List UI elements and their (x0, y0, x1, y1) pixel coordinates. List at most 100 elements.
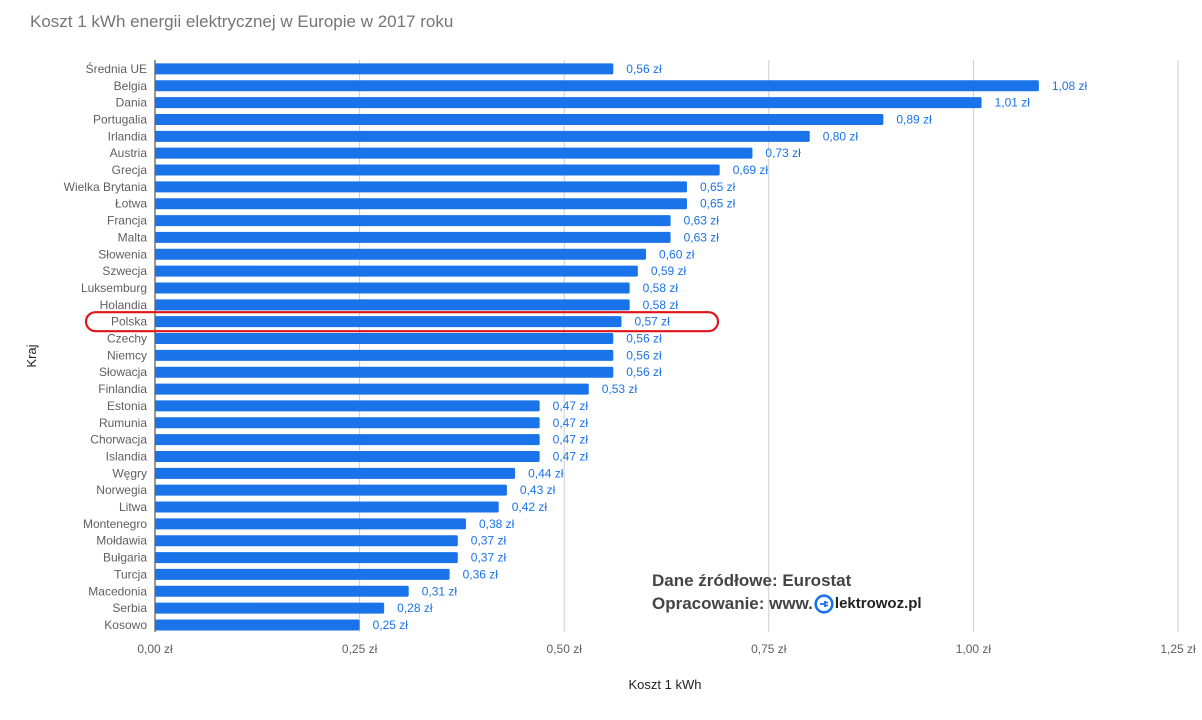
bar (155, 248, 647, 260)
data-label: 0,28 zł (397, 601, 433, 615)
brand-name: lektrowoz.pl (834, 595, 922, 612)
x-tick-label: 0,00 zł (137, 642, 173, 656)
x-tick-label: 0,50 zł (547, 642, 583, 656)
category-label: Średnia UE (86, 61, 147, 76)
bar (155, 97, 982, 109)
data-label: 0,56 zł (626, 365, 662, 379)
category-label: Finlandia (98, 382, 147, 396)
category-label: Montenegro (83, 517, 147, 531)
x-tick-label: 1,25 zł (1160, 642, 1196, 656)
data-label: 0,57 zł (634, 315, 670, 329)
bar (155, 552, 458, 564)
category-label: Czechy (107, 332, 147, 346)
category-label: Irlandia (108, 129, 148, 143)
data-label: 0,25 zł (373, 618, 409, 632)
x-axis-title: Koszt 1 kWh (629, 677, 702, 692)
bar (155, 484, 507, 496)
category-label: Norwegia (96, 483, 147, 497)
category-label: Belgia (114, 79, 148, 93)
category-label: Łotwa (115, 197, 147, 211)
category-label: Estonia (107, 399, 147, 413)
category-label: Wielka Brytania (64, 180, 148, 194)
bar (155, 63, 614, 75)
bar (155, 113, 884, 125)
bar (155, 400, 540, 412)
category-label: Serbia (112, 601, 147, 615)
data-label: 0,56 zł (626, 348, 662, 362)
source-line: Dane źródłowe: Eurostat (652, 571, 852, 590)
category-label: Dania (116, 96, 148, 110)
category-label: Holandia (100, 298, 148, 312)
category-label: Grecja (112, 163, 148, 177)
data-label: 0,58 zł (643, 298, 679, 312)
data-label: 0,47 zł (553, 449, 589, 463)
bar (155, 299, 630, 311)
data-label: 1,08 zł (1052, 79, 1088, 93)
category-label: Malta (118, 230, 148, 244)
x-tick-label: 1,00 zł (956, 642, 992, 656)
data-label: 0,42 zł (512, 500, 548, 514)
bar (155, 130, 810, 142)
category-label: Macedonia (88, 584, 147, 598)
data-label: 0,38 zł (479, 517, 515, 531)
bar (155, 366, 614, 378)
bar (155, 383, 589, 395)
category-label: Bułgaria (103, 551, 147, 565)
category-label: Słowacja (99, 365, 147, 379)
bar (155, 518, 466, 530)
data-label: 0,43 zł (520, 483, 556, 497)
bar (155, 602, 385, 614)
bar (155, 164, 720, 176)
bar (155, 198, 687, 210)
category-label: Islandia (106, 449, 148, 463)
data-label: 0,37 zł (471, 551, 507, 565)
bar (155, 349, 614, 361)
data-label: 0,60 zł (659, 247, 695, 261)
axis-layer: 0,00 zł 0,25 zł 0,50 zł 0,75 zł 1,00 zł 1,25 … (24, 344, 1196, 692)
category-label: Litwa (119, 500, 147, 514)
data-label: 0,47 zł (553, 416, 589, 430)
data-label: 0,63 zł (684, 230, 720, 244)
data-label: 0,31 zł (422, 584, 458, 598)
bar (155, 585, 409, 597)
data-label: 0,47 zł (553, 399, 589, 413)
data-label: 0,47 zł (553, 433, 589, 447)
bar (155, 619, 360, 631)
data-label: 0,56 zł (626, 62, 662, 76)
x-tick-label: 0,75 zł (751, 642, 787, 656)
bar (155, 467, 516, 479)
data-label: 1,01 zł (995, 96, 1031, 110)
x-tick-label: 0,25 zł (342, 642, 378, 656)
bar (155, 417, 540, 429)
category-label: Luksemburg (81, 281, 147, 295)
bar (155, 333, 614, 345)
label-layer: Średnia UE 0,56 zł Belgia 1,08 zł Dania 1,01 … (64, 61, 1088, 632)
category-label: Rumunia (99, 416, 147, 430)
y-axis-title: Kraj (24, 344, 39, 367)
bar (155, 265, 638, 277)
bar (155, 181, 687, 193)
data-label: 0,65 zł (700, 180, 736, 194)
bar (155, 80, 1039, 92)
data-label: 0,56 zł (626, 332, 662, 346)
author-prefix: Opracowanie: www. (652, 594, 813, 613)
data-label: 0,59 zł (651, 264, 687, 278)
data-label: 0,80 zł (823, 129, 859, 143)
category-label: Szwecja (102, 264, 147, 278)
bar (155, 450, 540, 462)
category-label: Portugalia (93, 112, 147, 126)
data-label: 0,53 zł (602, 382, 638, 396)
grid-layer (154, 60, 1179, 632)
data-label: 0,89 zł (896, 112, 932, 126)
bar (155, 215, 671, 227)
bar (155, 501, 499, 513)
highlight-outline (84, 311, 720, 333)
category-label: Niemcy (107, 348, 147, 362)
chart-title: Koszt 1 kWh energii elektrycznej w Europ… (30, 12, 454, 31)
electric-plug-logo-icon (814, 593, 834, 614)
data-label: 0,73 zł (765, 146, 801, 160)
author-line: Opracowanie: www. lektrowoz.pl (652, 592, 922, 615)
category-label: Węgry (112, 466, 147, 480)
category-label: Chorwacja (90, 433, 147, 447)
